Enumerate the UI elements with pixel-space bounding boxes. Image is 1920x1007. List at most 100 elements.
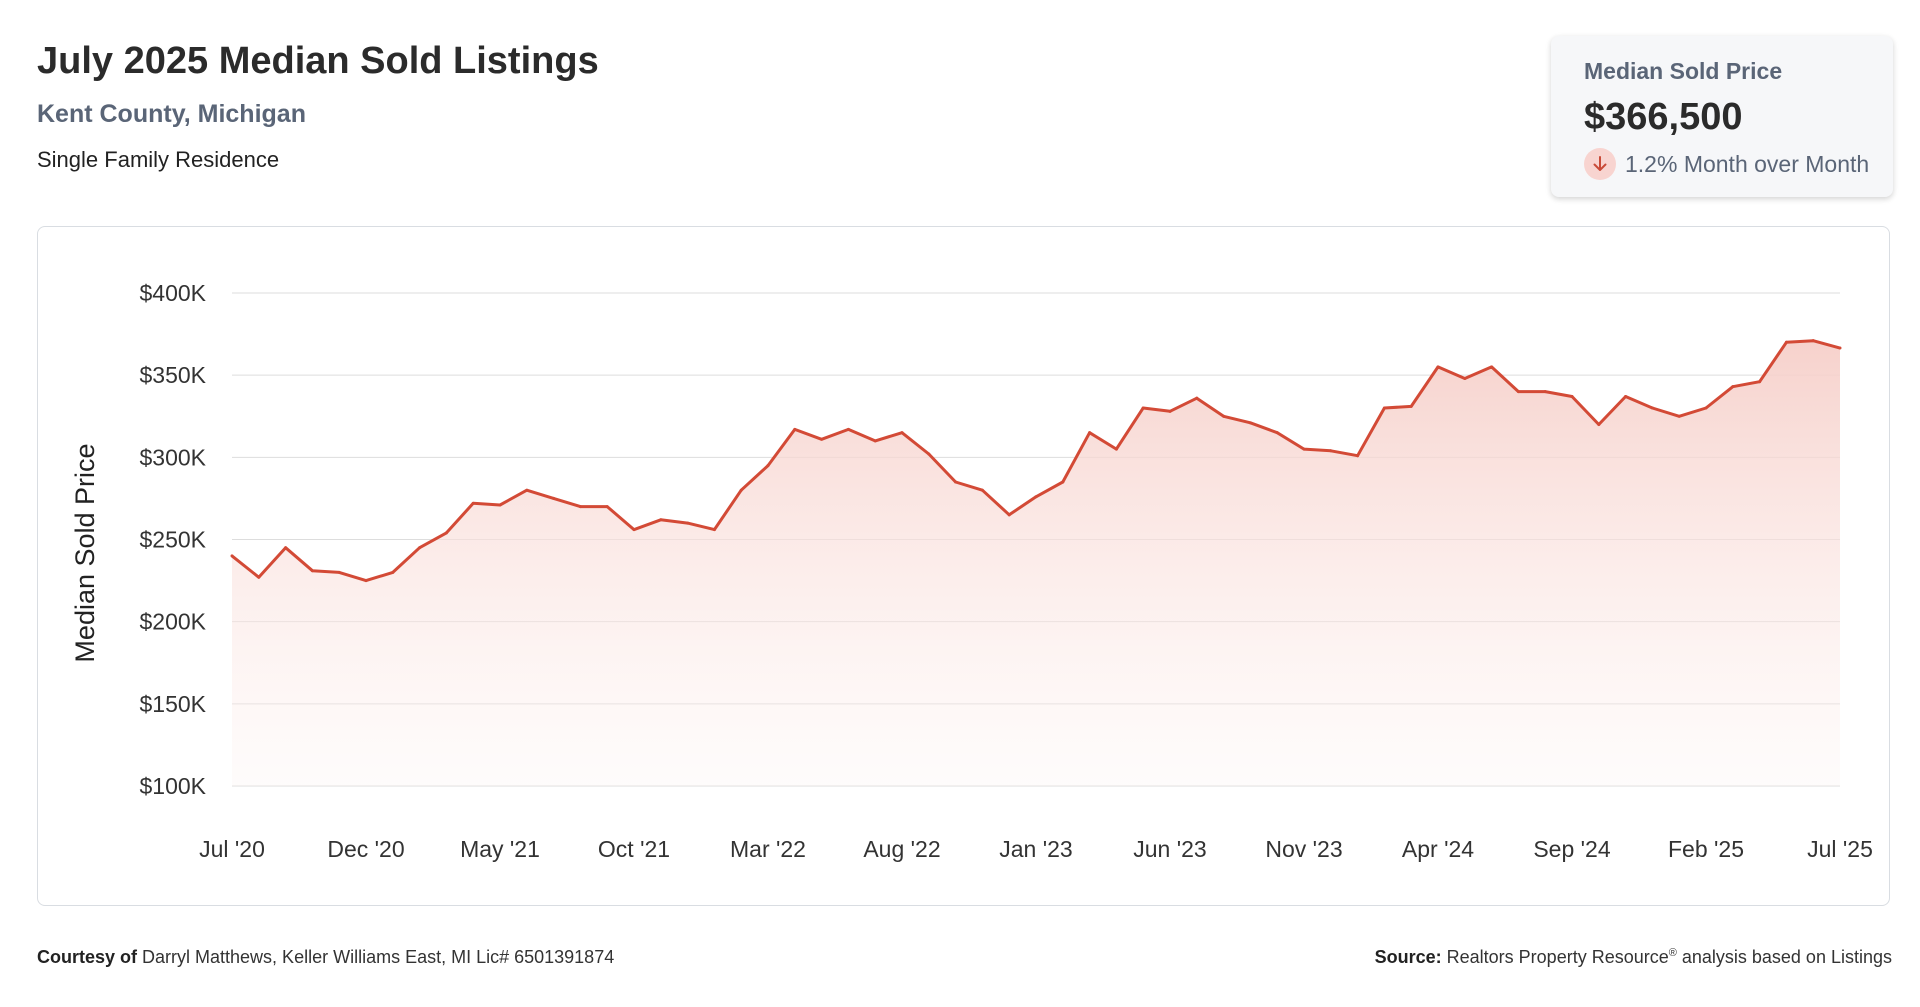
kpi-change-text: 1.2% Month over Month [1625, 150, 1870, 177]
data-point [980, 488, 984, 492]
median-price-card: Median Sold Price $366,500 1.2% Month ov… [1551, 36, 1893, 197]
data-point [1543, 390, 1547, 394]
data-point [552, 496, 556, 500]
registered-mark: ® [1668, 947, 1677, 959]
data-point [873, 439, 877, 443]
x-tick-label: May '21 [460, 836, 540, 862]
y-tick-label: $200K [139, 609, 206, 635]
source-text: Realtors Property Resource [1446, 947, 1669, 967]
x-tick-label: Mar '22 [730, 836, 806, 862]
arrow-down-icon [1584, 148, 1616, 180]
kpi-change: 1.2% Month over Month [1584, 148, 1869, 180]
courtesy-footer: Courtesy of Darryl Matthews, Keller Will… [37, 947, 614, 968]
data-point [444, 531, 448, 535]
data-point [1222, 414, 1226, 418]
data-point [1436, 365, 1440, 369]
data-point [1838, 346, 1842, 350]
data-point [1168, 409, 1172, 413]
data-point [1007, 513, 1011, 517]
data-point [1731, 385, 1735, 389]
courtesy-label: Courtesy of [37, 947, 138, 967]
data-point [1114, 447, 1118, 451]
data-point [471, 501, 475, 505]
data-point [1141, 406, 1145, 410]
data-point [1356, 454, 1360, 458]
data-point [1409, 404, 1413, 408]
data-point [391, 570, 395, 574]
x-axis-ticks: Jul '20 Dec '20 May '21 Oct '21 Mar '22 Aug '… [199, 836, 1873, 862]
data-point [793, 427, 797, 431]
y-tick-label: $150K [139, 691, 206, 717]
data-point [337, 570, 341, 574]
data-point [1490, 365, 1494, 369]
data-point [1784, 340, 1788, 344]
data-point [1061, 480, 1065, 484]
data-point [578, 505, 582, 509]
data-point [1597, 422, 1601, 426]
data-point [820, 437, 824, 441]
y-axis-title: Median Sold Price [70, 443, 100, 662]
x-tick-label: Jul '20 [199, 836, 265, 862]
data-point [1088, 431, 1092, 435]
data-point [257, 575, 261, 579]
data-point [1516, 390, 1520, 394]
x-tick-label: Sep '24 [1533, 836, 1610, 862]
x-tick-label: Jul '25 [1807, 836, 1873, 862]
y-tick-label: $350K [139, 362, 206, 388]
courtesy-text: Darryl Matthews, Keller Williams East, M… [142, 947, 615, 967]
data-point [632, 528, 636, 532]
source-footer: Source: Realtors Property Resource® anal… [1375, 947, 1892, 968]
data-point [1302, 447, 1306, 451]
page-title: July 2025 Median Sold Listings [37, 40, 599, 82]
y-tick-label: $100K [139, 773, 206, 799]
data-point [1570, 395, 1574, 399]
y-tick-label: $400K [139, 280, 206, 306]
kpi-value: $366,500 [1584, 96, 1743, 138]
data-point [927, 452, 931, 456]
data-point [1382, 406, 1386, 410]
y-tick-label: $250K [139, 527, 206, 553]
x-tick-label: Feb '25 [1668, 836, 1744, 862]
x-tick-label: Jun '23 [1133, 836, 1206, 862]
data-point [364, 579, 368, 583]
data-point [846, 427, 850, 431]
x-tick-label: Nov '23 [1265, 836, 1342, 862]
data-point [739, 488, 743, 492]
median-price-chart: $100K $150K $200K $250K $300K $350K $400K Jul … [70, 280, 1873, 862]
x-tick-label: Aug '22 [863, 836, 940, 862]
data-point [1034, 495, 1038, 499]
x-tick-label: Jan '23 [999, 836, 1072, 862]
data-points [230, 339, 1842, 583]
data-point [712, 528, 716, 532]
data-point [284, 546, 288, 550]
source-suffix: analysis based on Listings [1681, 947, 1892, 967]
data-point [230, 554, 234, 558]
data-point [766, 464, 770, 468]
data-point [1248, 421, 1252, 425]
data-point [1650, 406, 1654, 410]
property-type-label: Single Family Residence [37, 147, 280, 172]
data-point [1463, 376, 1467, 380]
data-point [686, 521, 690, 525]
data-point [525, 488, 529, 492]
data-point [659, 518, 663, 522]
price-area [232, 340, 1840, 786]
data-point [418, 546, 422, 550]
location-subtitle: Kent County, Michigan [37, 100, 306, 128]
source-label: Source: [1374, 947, 1442, 967]
data-point [1329, 449, 1333, 453]
x-tick-label: Dec '20 [327, 836, 404, 862]
x-tick-label: Oct '21 [598, 836, 670, 862]
data-point [1677, 414, 1681, 418]
chart-panel: $100K $150K $200K $250K $300K $350K $400K Jul … [37, 226, 1890, 906]
data-point [1758, 380, 1762, 384]
data-point [310, 569, 314, 573]
data-point [498, 503, 502, 507]
data-point [1811, 339, 1815, 343]
data-point [900, 431, 904, 435]
data-point [1704, 406, 1708, 410]
y-axis-ticks: $100K $150K $200K $250K $300K $350K $400K [139, 280, 206, 799]
data-point [605, 505, 609, 509]
data-point [1624, 395, 1628, 399]
data-point [1195, 396, 1199, 400]
